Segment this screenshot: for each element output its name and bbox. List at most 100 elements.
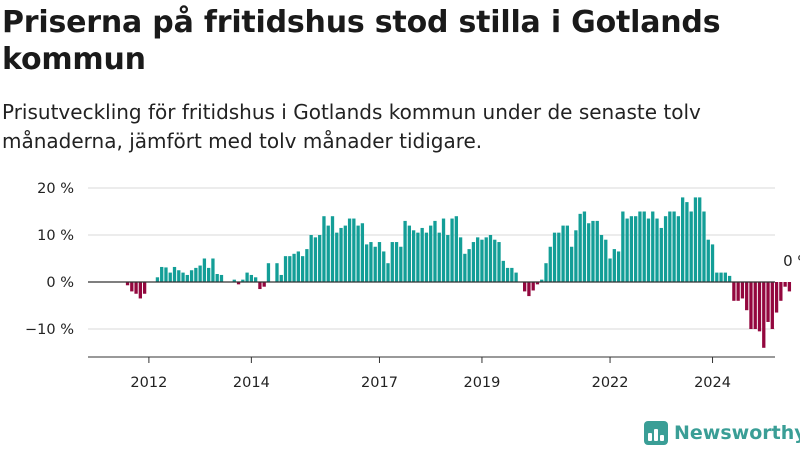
bar bbox=[599, 235, 604, 282]
bar bbox=[275, 263, 279, 282]
bar bbox=[258, 282, 262, 290]
bar bbox=[429, 225, 433, 282]
bar bbox=[621, 211, 625, 282]
bar bbox=[296, 251, 300, 282]
bar bbox=[574, 230, 578, 282]
page-subtitle: Prisutveckling för fritidshus i Gotlands… bbox=[2, 100, 701, 153]
bar bbox=[655, 218, 659, 282]
y-tick-label: 0 % bbox=[46, 275, 74, 291]
bar bbox=[330, 216, 335, 282]
bar bbox=[736, 282, 740, 301]
bar bbox=[497, 242, 501, 282]
bar bbox=[595, 220, 599, 282]
bar bbox=[604, 239, 608, 282]
bar bbox=[245, 272, 249, 282]
bar bbox=[142, 282, 147, 294]
bar bbox=[467, 249, 471, 282]
bar bbox=[322, 216, 326, 282]
bar bbox=[155, 277, 160, 282]
bar bbox=[215, 274, 219, 282]
bar bbox=[130, 282, 134, 292]
bar bbox=[569, 246, 574, 282]
bar bbox=[476, 237, 480, 282]
bar bbox=[390, 242, 394, 282]
bar bbox=[300, 256, 305, 282]
bar bbox=[450, 218, 454, 282]
newsworthy-logo: Newsworthy bbox=[644, 419, 800, 447]
bar bbox=[612, 249, 616, 282]
bar bbox=[377, 242, 382, 282]
bar bbox=[352, 218, 356, 282]
bar bbox=[463, 253, 467, 282]
bar bbox=[211, 258, 215, 282]
bar bbox=[668, 211, 672, 282]
bar bbox=[505, 267, 510, 282]
bar bbox=[582, 211, 587, 282]
bar bbox=[608, 258, 612, 282]
bar bbox=[394, 242, 399, 282]
bar bbox=[702, 211, 706, 282]
bar bbox=[484, 237, 488, 282]
bar bbox=[745, 282, 749, 311]
bar bbox=[386, 263, 390, 282]
bar bbox=[480, 239, 484, 282]
bar bbox=[232, 279, 236, 282]
bar bbox=[501, 260, 505, 282]
newsworthy-logo-text: Newsworthy bbox=[674, 422, 800, 444]
bar bbox=[535, 282, 540, 285]
bar bbox=[642, 211, 646, 282]
x-tick-label: 2022 bbox=[592, 375, 629, 391]
bar bbox=[740, 282, 745, 299]
bar bbox=[416, 232, 420, 282]
bar bbox=[207, 267, 211, 282]
bar bbox=[710, 244, 715, 282]
bar bbox=[770, 282, 774, 329]
bar bbox=[616, 251, 621, 282]
bar bbox=[347, 218, 352, 282]
bar bbox=[185, 274, 189, 282]
bar bbox=[219, 274, 224, 282]
bar bbox=[253, 277, 258, 282]
bar bbox=[787, 282, 792, 292]
bar bbox=[446, 235, 450, 282]
bar bbox=[288, 256, 292, 282]
bar bbox=[454, 216, 458, 282]
bar bbox=[698, 197, 702, 282]
bar bbox=[369, 242, 373, 282]
bar bbox=[134, 282, 138, 294]
bar bbox=[194, 267, 198, 282]
y-tick-label: 10 % bbox=[37, 228, 74, 244]
bar bbox=[399, 246, 403, 282]
bar bbox=[732, 282, 736, 301]
x-tick-label: 2017 bbox=[361, 375, 398, 391]
y-tick-label: 20 % bbox=[37, 181, 74, 197]
bar bbox=[540, 279, 544, 282]
bar bbox=[424, 232, 429, 282]
bar bbox=[236, 282, 241, 285]
bar bbox=[651, 211, 655, 282]
bar bbox=[638, 211, 642, 282]
bar bbox=[458, 237, 463, 282]
x-tick-label: 2012 bbox=[130, 375, 167, 391]
end-value-label: 0 % bbox=[783, 252, 800, 270]
bar bbox=[723, 272, 727, 282]
bar bbox=[407, 225, 412, 282]
bar bbox=[172, 266, 177, 282]
bar bbox=[292, 253, 296, 282]
bar bbox=[313, 237, 318, 282]
bar bbox=[715, 272, 719, 282]
bar bbox=[177, 270, 181, 282]
bar bbox=[629, 216, 634, 282]
x-tick-label: 2024 bbox=[694, 375, 731, 391]
bar bbox=[189, 270, 194, 282]
bar bbox=[279, 274, 283, 282]
bar bbox=[727, 275, 732, 282]
bar bbox=[339, 227, 343, 282]
bar bbox=[160, 266, 164, 282]
bar bbox=[753, 282, 757, 329]
bar bbox=[510, 267, 514, 282]
bar bbox=[403, 220, 407, 282]
bar bbox=[757, 282, 762, 332]
bar bbox=[523, 282, 527, 292]
bar bbox=[766, 282, 770, 322]
